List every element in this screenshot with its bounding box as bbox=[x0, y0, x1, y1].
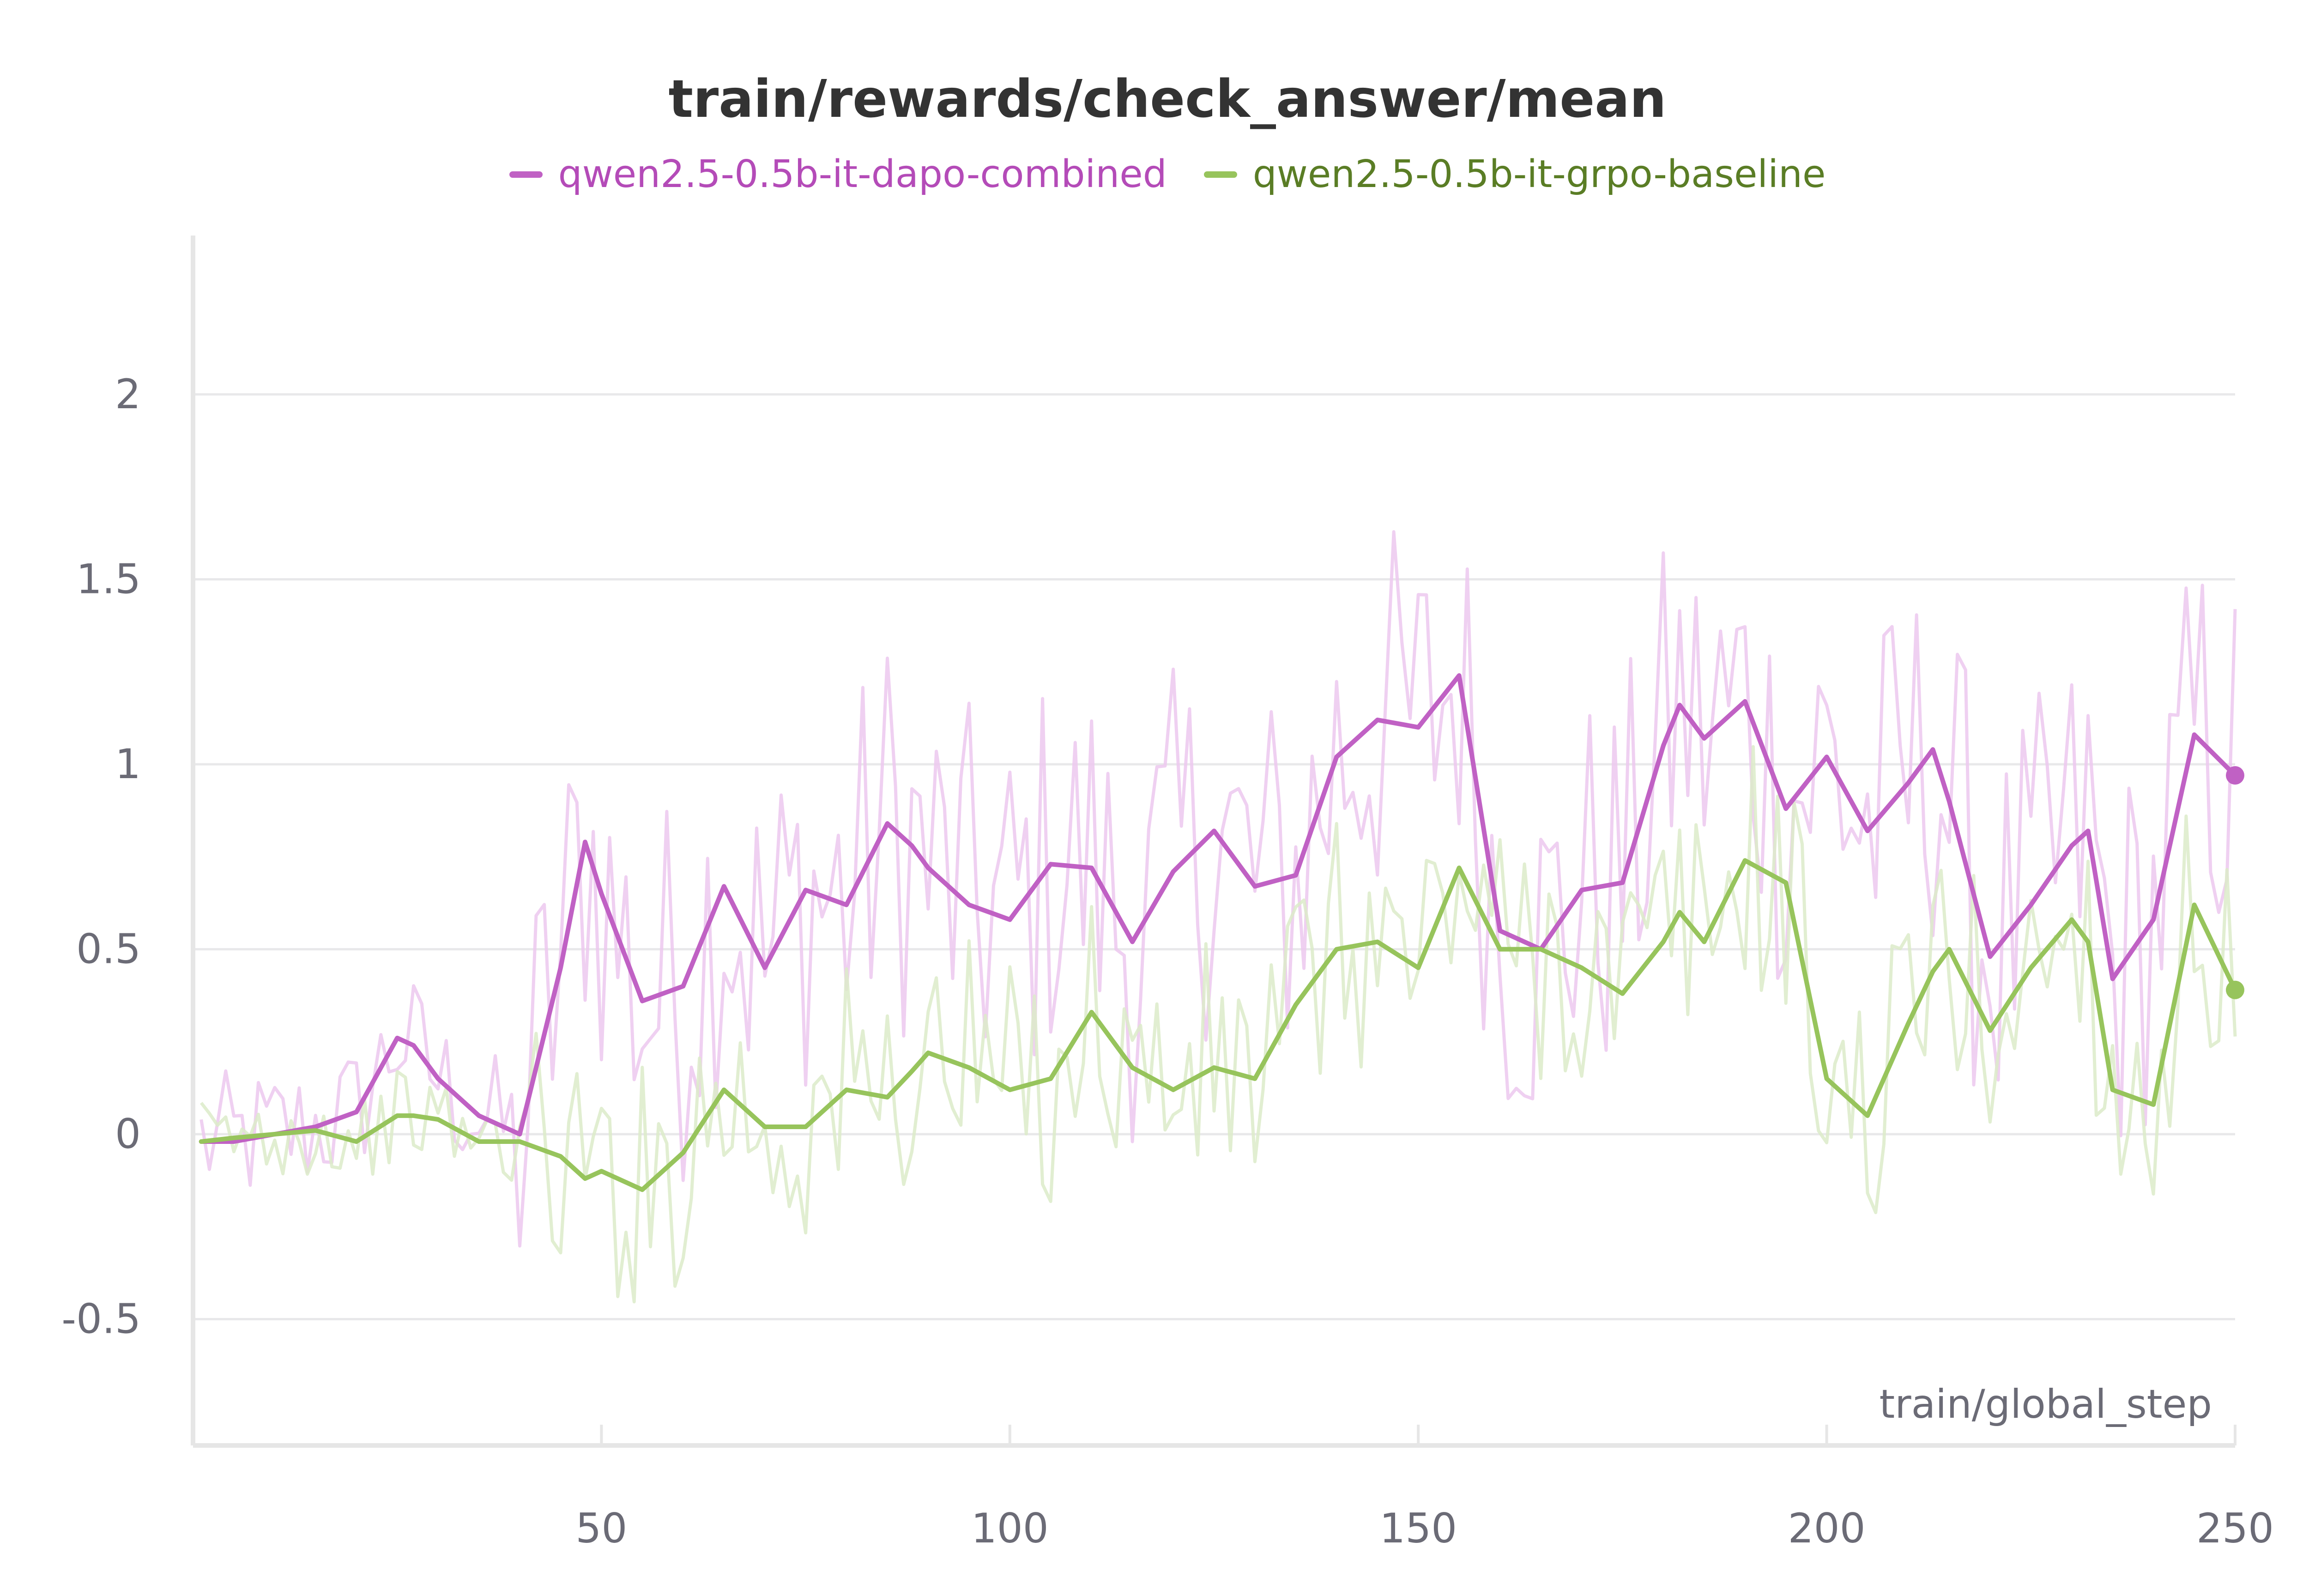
x-tick-label: 200 bbox=[1788, 1505, 1866, 1552]
y-tick-label: 0.5 bbox=[76, 925, 141, 973]
legend-swatch-grpo bbox=[1203, 171, 1237, 178]
x-tick-label: 100 bbox=[971, 1505, 1049, 1552]
y-tick-label: 2 bbox=[115, 370, 141, 418]
y-tick-label: 0 bbox=[115, 1110, 141, 1158]
legend-swatch-dapo bbox=[509, 171, 543, 178]
series-line[interactable] bbox=[199, 858, 2237, 1192]
legend-label-dapo: qwen2.5-0.5b-it-dapo-combined bbox=[558, 152, 1167, 196]
series-line[interactable] bbox=[199, 673, 2237, 1144]
legend-label-grpo: qwen2.5-0.5b-it-grpo-baseline bbox=[1252, 152, 1826, 196]
axes bbox=[191, 236, 2235, 1448]
chart-title: train/rewards/check_answer/mean bbox=[668, 69, 1667, 129]
smoothed-series-layer bbox=[199, 673, 2244, 1192]
gridlines bbox=[193, 393, 2236, 1445]
legend: qwen2.5-0.5b-it-dapo-combined qwen2.5-0.… bbox=[0, 152, 2309, 196]
x-tick-label: 250 bbox=[2196, 1505, 2274, 1552]
y-tick-label: -0.5 bbox=[61, 1295, 141, 1343]
x-tick-label: 150 bbox=[1379, 1505, 1457, 1552]
series-end-point[interactable] bbox=[2226, 980, 2244, 999]
x-tick-label: 50 bbox=[575, 1505, 627, 1552]
legend-item-grpo[interactable]: qwen2.5-0.5b-it-grpo-baseline bbox=[1203, 152, 1826, 196]
x-axis-label: train/global_step bbox=[1880, 1381, 2212, 1427]
series-end-point[interactable] bbox=[2226, 766, 2244, 785]
raw-series-layer bbox=[199, 530, 2237, 1304]
raw-series-line bbox=[199, 530, 2237, 1248]
legend-item-dapo[interactable]: qwen2.5-0.5b-it-dapo-combined bbox=[509, 152, 1167, 196]
y-tick-label: 1 bbox=[115, 740, 141, 788]
y-tick-label: 1.5 bbox=[76, 556, 141, 603]
raw-series-line bbox=[199, 745, 2237, 1304]
